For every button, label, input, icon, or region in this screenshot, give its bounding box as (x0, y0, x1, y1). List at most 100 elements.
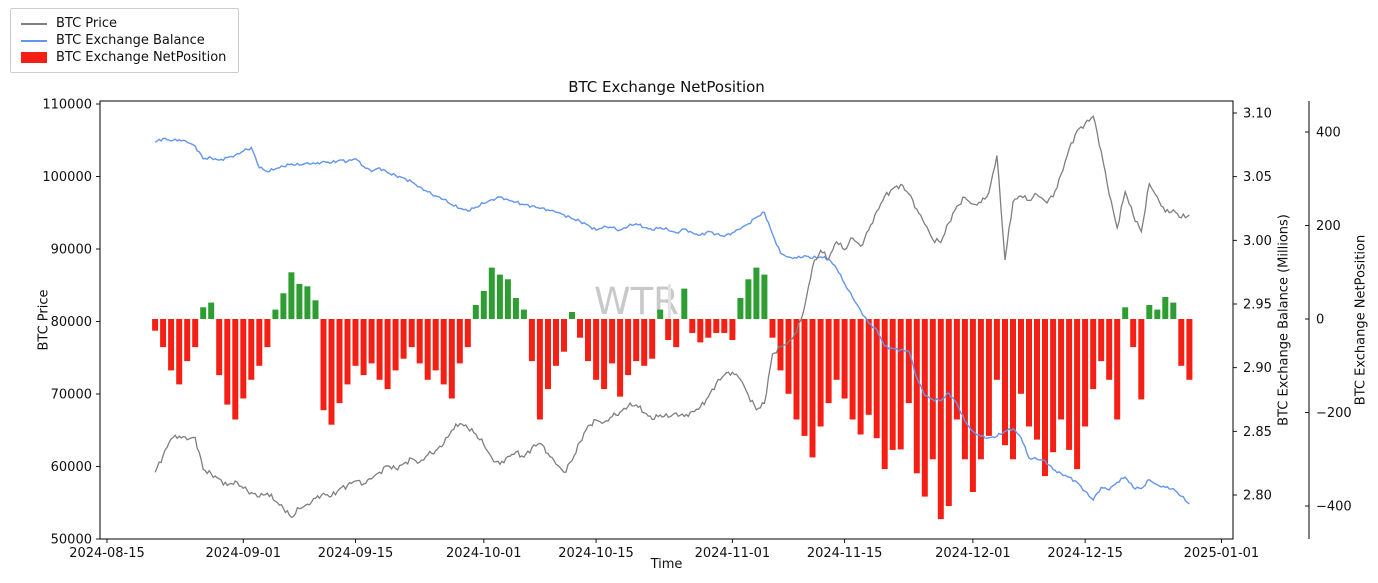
netposition-bar-positive (753, 267, 760, 319)
price-tick-label: 60000 (51, 460, 92, 475)
netposition-bar-negative (1114, 319, 1121, 420)
netposition-bar-negative (328, 319, 335, 425)
netposition-bar-negative (536, 319, 543, 420)
netposition-bar-negative (336, 319, 343, 404)
netposition-bar-negative (945, 319, 952, 506)
netposition-bar-negative (256, 319, 263, 366)
netposition-bar-negative (168, 319, 175, 371)
netposition-bar-negative (432, 319, 439, 371)
netposition-bar-positive (1154, 309, 1161, 319)
netposition-bar-negative (1066, 319, 1073, 450)
netposition-bar-negative (1042, 319, 1048, 477)
netposition-bar-negative (937, 319, 944, 520)
netposition-bar-positive (472, 305, 479, 319)
netposition-bar-positive (1122, 307, 1129, 319)
x-tick-label: 2024-12-01 (935, 546, 1011, 561)
balance-tick-label: 2.90 (1243, 361, 1272, 376)
netposition-bar-negative (264, 319, 271, 348)
netposition-bar-negative (1050, 319, 1057, 453)
legend-label: BTC Exchange Balance (56, 33, 205, 48)
netposition-bar-positive (208, 302, 215, 319)
netposition-bar-negative (665, 319, 672, 340)
netposition-patch-swatch (21, 52, 47, 63)
netposition-bar-positive (504, 279, 511, 319)
netposition-bar-positive (488, 267, 495, 319)
balance-tick-label: 2.80 (1243, 489, 1272, 504)
netposition-bar-negative (376, 319, 383, 380)
netposition-tick-label: 400 (1316, 126, 1341, 141)
netposition-bar-negative (408, 319, 415, 348)
balance-tick-label: 2.95 (1243, 298, 1272, 313)
netposition-bar-negative (352, 319, 359, 366)
price-axis-ticks: 50000 60000 70000 80000 90000 100000 110000 (42, 98, 100, 548)
netposition-bar-negative (424, 319, 431, 380)
netposition-bar-negative (825, 319, 832, 404)
x-axis-label: Time (650, 557, 683, 572)
netposition-bar-negative (320, 319, 327, 411)
netposition-bar-negative (232, 319, 239, 420)
netposition-bar-negative (1034, 319, 1040, 440)
netposition-bar-negative (184, 319, 191, 362)
netposition-bar-negative (1178, 319, 1185, 366)
price-tick-label: 100000 (42, 170, 92, 185)
y-axis-label-netposition: BTC Exchange NetPosition (1353, 234, 1369, 406)
netposition-bar-negative (921, 319, 928, 497)
netposition-bar-negative (913, 319, 920, 474)
netposition-bar-negative (897, 319, 904, 450)
netposition-bar-negative (785, 319, 792, 394)
netposition-bar-negative (1138, 319, 1145, 400)
netposition-bar-negative (216, 319, 223, 376)
netposition-bar-positive (480, 290, 487, 319)
x-axis-ticks: 2024-08-15 2024-09-01 2024-09-15 2024-10-01… (69, 539, 1259, 561)
netposition-bar-negative (705, 319, 712, 338)
netposition-bar-negative (625, 319, 632, 376)
netposition-bar-negative (224, 319, 231, 405)
x-tick-label: 2024-12-15 (1047, 546, 1123, 561)
netposition-bar-negative (729, 319, 736, 340)
netposition-bar-negative (368, 319, 375, 364)
netposition-bar-negative (593, 319, 600, 380)
chart-title: BTC Exchange NetPosition (568, 78, 765, 96)
netposition-bar-negative (769, 319, 776, 338)
netposition-bar-negative (889, 319, 896, 450)
netposition-bar-negative (176, 319, 183, 385)
netposition-tick-label: 0 (1316, 313, 1324, 328)
netposition-bar-negative (617, 319, 624, 397)
price-line (154, 115, 1190, 519)
netposition-bar-positive (681, 288, 688, 319)
netposition-bar-negative (577, 319, 583, 338)
netposition-tick-label: −400 (1316, 500, 1352, 515)
netposition-bar-negative (1106, 319, 1113, 380)
netposition-tick-label: −200 (1316, 406, 1352, 421)
netposition-bar-positive (737, 298, 744, 319)
netposition-bar-negative (440, 319, 447, 385)
legend-label: BTC Exchange NetPosition (56, 50, 227, 65)
netposition-bar-positive (288, 272, 295, 320)
netposition-bar-negative (416, 319, 423, 364)
netposition-bar-negative (809, 319, 816, 458)
balance-tick-label: 3.05 (1243, 170, 1272, 185)
netposition-bar-negative (585, 319, 591, 362)
y-axis-label-price: BTC Price (36, 289, 52, 351)
netposition-bar-positive (280, 293, 287, 319)
netposition-bar-positive (1170, 302, 1177, 319)
netposition-bar-negative (240, 319, 247, 399)
netposition-bar-positive (312, 300, 319, 319)
netposition-bar-positive (272, 309, 279, 319)
axes-frame (99, 100, 1310, 540)
balance-line (154, 137, 1190, 505)
netposition-bar-negative (993, 319, 1000, 380)
x-tick-label: 2024-10-15 (558, 546, 634, 561)
x-tick-label: 2024-08-15 (69, 546, 145, 561)
netposition-bar-negative (985, 319, 992, 436)
netposition-bars (152, 267, 1193, 520)
netposition-bar-positive (496, 274, 503, 319)
legend: BTC Price BTC Exchange Balance BTC Excha… (10, 8, 240, 73)
netposition-bar-negative (801, 319, 808, 436)
netposition-bar-negative (384, 319, 391, 390)
x-tick-label: 2024-09-15 (318, 546, 394, 561)
netposition-bar-negative (721, 319, 728, 333)
netposition-bar-negative (561, 319, 567, 352)
